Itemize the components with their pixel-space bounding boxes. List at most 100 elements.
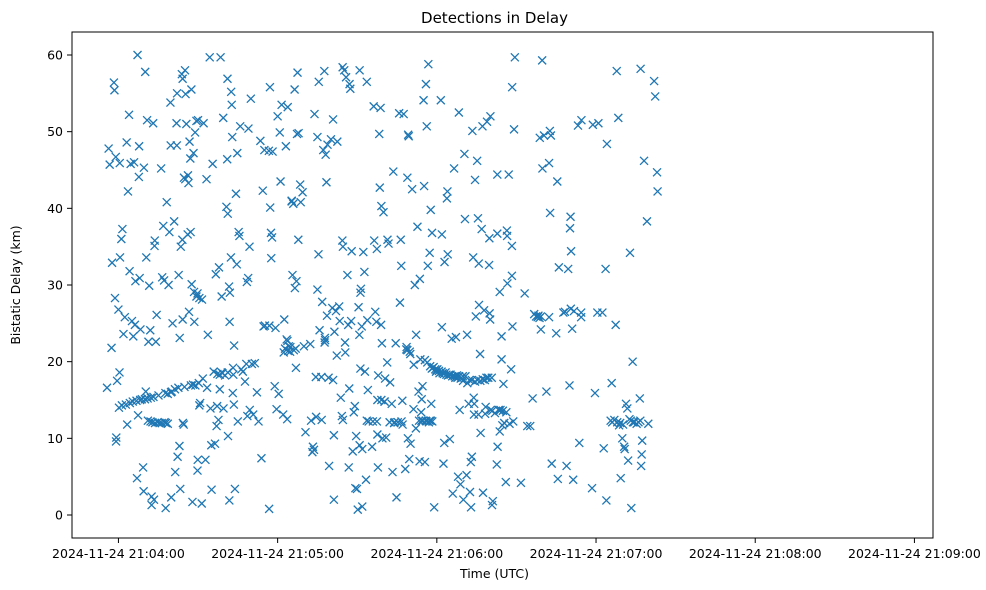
data-point [362,77,372,87]
data-point [465,375,474,385]
data-point [623,456,633,466]
data-point [143,394,153,403]
data-point [560,307,570,317]
data-point [282,414,292,424]
data-point [410,280,420,290]
data-point [361,475,371,485]
data-point [541,387,551,397]
data-point [214,262,224,272]
x-axis-ticks: 2024-11-24 21:04:00 2024-11-24 21:05:00 20… [52,538,981,561]
data-point [414,387,423,397]
data-point [387,399,397,409]
data-point [322,311,332,321]
data-point [216,52,226,62]
data-point [426,205,436,215]
data-point [218,113,228,123]
data-point [588,120,598,130]
x-tick-label: 2024-11-24 21:07:00 [530,546,663,561]
data-point [354,330,364,340]
data-point [145,325,155,335]
data-point [454,108,464,117]
data-point [268,147,278,157]
data-point [429,502,439,512]
data-point [184,178,193,188]
data-point [168,318,178,328]
data-point [484,260,494,270]
data-point [636,64,646,74]
data-point [485,111,495,121]
data-point [480,409,490,419]
data-point [178,74,188,84]
data-point [247,359,257,369]
data-point [169,216,179,226]
data-point [193,115,203,125]
data-point [601,495,611,505]
data-point [246,94,256,104]
data-point [423,261,433,271]
data-point [350,401,360,411]
data-point [296,197,306,207]
y-axis-label: Bistatic Delay (km) [8,225,23,344]
data-point [202,174,211,184]
data-point [492,459,502,469]
data-point [193,288,202,298]
data-point [619,442,629,452]
data-point [536,325,546,334]
data-point [291,363,301,373]
data-point [357,444,367,454]
data-point [487,373,497,383]
data-point [139,486,149,496]
data-point [546,131,556,140]
data-point [466,457,476,467]
data-point [409,360,419,370]
data-point [336,393,346,403]
data-point [501,477,511,487]
data-point [536,311,546,321]
data-point [442,193,452,203]
data-point [135,325,145,334]
data-point [407,184,417,194]
data-point [245,405,255,415]
data-point [413,222,422,232]
data-point [636,461,646,471]
data-point [321,150,331,160]
data-point [107,258,117,268]
data-point [235,121,245,131]
data-point [328,375,338,385]
data-point [150,236,160,245]
data-point [382,357,392,367]
data-point [332,351,342,360]
data-point [445,434,455,444]
data-point [354,302,364,312]
data-point [212,401,222,411]
chart-title: Detections in Delay [421,9,568,27]
y-tick-label: 50 [47,124,63,139]
data-point [217,292,227,301]
data-point [637,436,647,446]
data-point [277,100,287,110]
data-point [312,285,322,295]
data-point [326,134,336,144]
data-point [184,307,194,317]
data-point [306,416,316,426]
data-point [488,496,498,506]
data-point [122,137,132,147]
data-point [197,295,207,305]
data-point [376,320,386,330]
data-point [453,472,463,482]
data-point [164,227,174,237]
data-point [323,140,332,150]
data-point [266,253,276,263]
data-point [590,388,600,398]
data-point [317,297,327,307]
data-point [565,380,574,390]
data-point [338,242,348,252]
data-point [201,455,210,465]
data-point [507,82,517,92]
data-point [202,383,212,393]
data-point [379,207,388,217]
data-point [180,65,190,75]
data-point [421,79,431,89]
data-point [129,157,139,167]
